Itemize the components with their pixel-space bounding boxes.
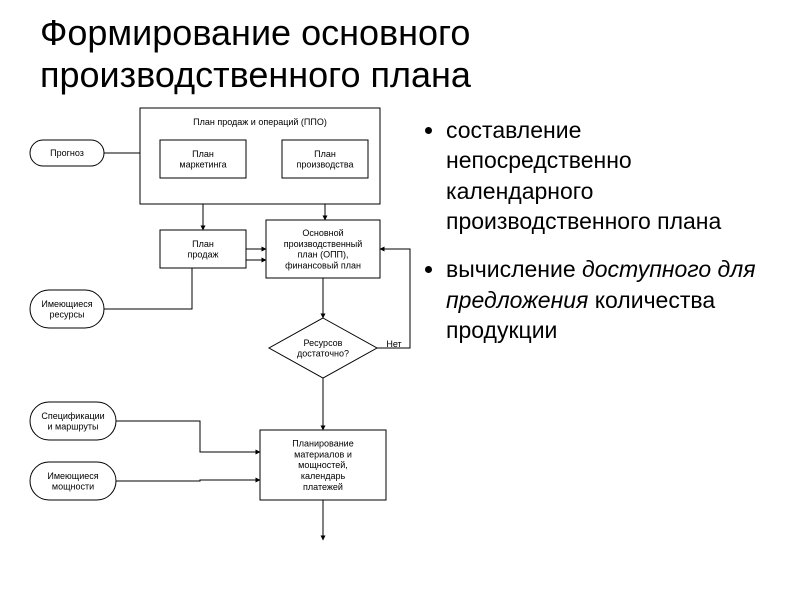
slide-title: Формирование основного производственного… [40, 12, 760, 97]
svg-text:мощности: мощности [52, 482, 94, 492]
svg-text:календарь: календарь [301, 471, 346, 481]
svg-text:и маршруты: и маршруты [48, 422, 99, 432]
svg-text:Спецификации: Спецификации [41, 411, 104, 421]
svg-text:план (ОПП),: план (ОПП), [297, 250, 348, 260]
svg-text:План: План [192, 239, 214, 249]
svg-text:Имеющиеся: Имеющиеся [47, 471, 98, 481]
svg-text:Планирование: Планирование [292, 439, 353, 449]
svg-text:План: План [192, 149, 214, 159]
svg-text:Основной: Основной [302, 228, 343, 238]
svg-text:мощностей,: мощностей, [298, 460, 348, 470]
svg-text:маркетинга: маркетинга [179, 160, 226, 170]
svg-text:Нет: Нет [386, 339, 401, 349]
svg-text:Имеющиеся: Имеющиеся [41, 299, 92, 309]
svg-text:Прогноз: Прогноз [50, 148, 84, 158]
svg-text:ресурсы: ресурсы [50, 310, 85, 320]
svg-text:финансовый план: финансовый план [285, 260, 361, 270]
bullet-list: составление непосредственно календарного… [420, 115, 770, 364]
svg-text:достаточно?: достаточно? [297, 349, 349, 359]
svg-text:материалов и: материалов и [294, 449, 352, 459]
svg-text:продаж: продаж [188, 250, 219, 260]
svg-text:План продаж и операций (ППО): План продаж и операций (ППО) [193, 117, 327, 127]
bullet-1: составление непосредственно календарного… [446, 115, 770, 236]
bullet-2: вычисление доступного для предложения ко… [446, 254, 770, 345]
flowchart: ПрогнозПлан продаж и операций (ППО)Планм… [20, 100, 420, 580]
svg-text:производственный: производственный [284, 239, 363, 249]
svg-text:платежей: платежей [303, 482, 343, 492]
svg-text:Ресурсов: Ресурсов [304, 338, 343, 348]
svg-text:производства: производства [296, 160, 353, 170]
svg-text:План: План [314, 149, 336, 159]
